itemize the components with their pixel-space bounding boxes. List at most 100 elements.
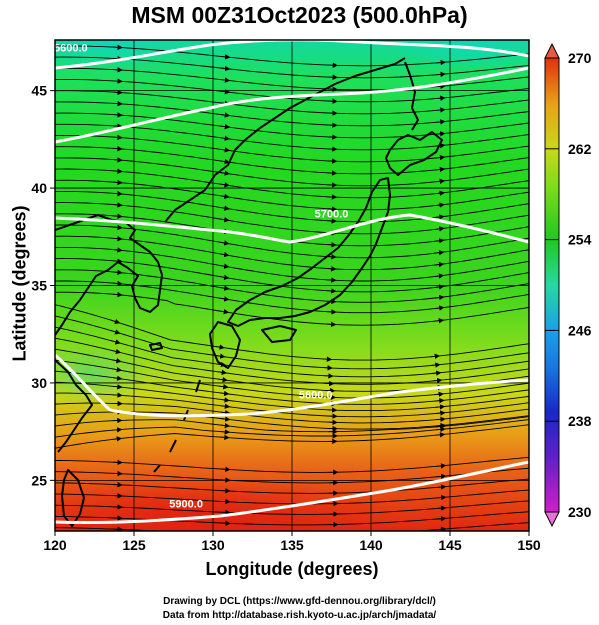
x-axis-label: Longitude (degrees): [205, 559, 379, 579]
streamline-arrow: [435, 426, 446, 433]
streamline-arrow: [326, 298, 337, 305]
streamline-arrow: [112, 112, 123, 118]
streamline: [55, 246, 529, 282]
streamline: [55, 258, 529, 293]
streamline-arrow: [110, 329, 121, 335]
streamline-arrow: [217, 369, 228, 376]
streamline-arrow: [220, 170, 230, 176]
streamline-arrow: [215, 353, 226, 359]
streamline-arrow: [327, 218, 337, 224]
contour-label: 5800.0: [299, 390, 333, 402]
streamline-arrow: [434, 214, 445, 220]
streamline: [55, 478, 529, 494]
streamline-arrow: [436, 494, 447, 501]
streamline-arrow: [436, 515, 447, 522]
y-tick-label: 45: [31, 83, 47, 99]
streamline-arrow: [112, 427, 123, 433]
streamline-arrow: [220, 112, 231, 118]
streamline-arrow: [219, 309, 230, 315]
streamline-arrow: [220, 147, 231, 153]
streamline-arrow: [220, 182, 230, 188]
streamline-arrow: [434, 391, 444, 397]
streamline: [55, 489, 529, 505]
streamline-arrow: [220, 65, 231, 72]
credit-dcl: Drawing by DCL (https://www.gfd-dennou.o…: [163, 596, 436, 607]
streamline-arrow: [112, 384, 123, 390]
streamline-arrow: [435, 131, 446, 137]
colorbar-tick-label: 254: [568, 232, 592, 248]
streamline-arrow: [219, 296, 230, 302]
streamline: [55, 146, 529, 175]
streamline-arrow: [434, 398, 445, 404]
streamline-arrow: [112, 375, 123, 381]
x-tick-label: 140: [359, 537, 383, 553]
streamline-arrow: [112, 168, 123, 174]
streamline-arrow: [326, 288, 337, 294]
y-tick-label: 35: [31, 278, 47, 294]
streamline-arrow: [219, 251, 230, 258]
contour-label: 5600.0: [54, 43, 88, 55]
streamline: [55, 419, 529, 438]
x-tick-label: 120: [43, 537, 67, 553]
streamline-arrow: [434, 261, 445, 268]
streamline: [55, 157, 529, 187]
streamline-arrow: [435, 154, 446, 161]
streamline-arrow: [435, 416, 446, 422]
streamline-arrow: [220, 123, 231, 130]
streamline-arrow: [434, 273, 445, 279]
streamline-arrow: [219, 397, 230, 403]
streamline-arrow: [112, 236, 123, 242]
streamline: [55, 402, 529, 424]
streamline-arrow: [435, 404, 446, 410]
streamline: [55, 79, 529, 103]
map-title: MSM 00Z31Oct2023 (500.0hPa): [131, 2, 468, 28]
streamline-arrow: [112, 436, 123, 442]
streamline-arrow: [111, 358, 122, 364]
streamline: [55, 45, 529, 67]
streamline-arrow: [434, 284, 445, 290]
streamline-arrow: [220, 488, 231, 494]
streamline: [55, 179, 529, 211]
streamline-arrow: [219, 217, 230, 223]
x-tick-label: 125: [122, 537, 146, 553]
streamline-arrow: [220, 403, 231, 409]
streamline: [55, 269, 529, 303]
streamline-arrow: [219, 240, 230, 246]
streamline: [55, 123, 529, 151]
credit-data-source: Data from http://database.rish.kyoto-u.a…: [162, 610, 437, 621]
x-axis-ticks: 120 125 130 135 140 145 150: [43, 531, 541, 553]
streamline-arrow: [436, 505, 447, 511]
streamline: [55, 90, 529, 115]
streamline: [55, 291, 529, 326]
streamline-arrow: [435, 166, 446, 173]
contour-label: 5900.0: [169, 499, 203, 511]
streamline: [55, 67, 529, 91]
streamline-arrow: [112, 213, 123, 219]
streamline-arrow: [430, 353, 441, 360]
streamline-arrow: [112, 67, 123, 73]
streamline-arrow: [110, 318, 121, 325]
streamline: [55, 315, 529, 370]
streamline-arrow: [219, 390, 230, 397]
streamline-arrow: [322, 365, 333, 371]
streamline-arrow: [112, 157, 123, 163]
streamline: [55, 190, 529, 223]
y-tick-label: 40: [31, 180, 47, 196]
streamline-arrow: [327, 206, 338, 212]
x-tick-label: 130: [201, 537, 225, 553]
streamline-arrow: [112, 100, 123, 107]
colorbar-tick-label: 230: [568, 504, 592, 520]
streamline: [55, 522, 529, 531]
streamline: [55, 326, 529, 378]
streamline-arrow: [326, 254, 337, 260]
streamline-arrow: [111, 339, 121, 345]
contour-label: 5700.0: [315, 208, 349, 220]
streamline-arrow: [434, 226, 445, 232]
colorbar-tick-label: 270: [568, 50, 592, 66]
streamline-arrow: [220, 77, 231, 83]
streamline-arrow: [436, 473, 447, 480]
streamline-arrow: [436, 484, 447, 490]
streamline-arrow: [431, 370, 442, 376]
streamline-arrow: [219, 205, 230, 211]
